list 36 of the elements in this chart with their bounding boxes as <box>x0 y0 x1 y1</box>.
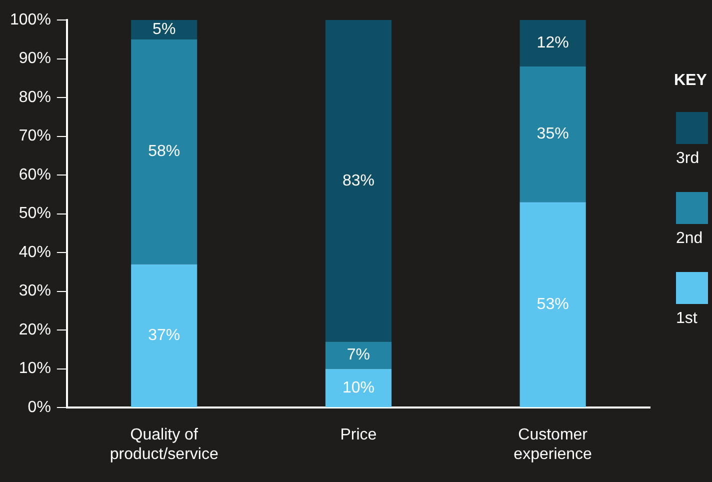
data-label: 12% <box>536 34 569 52</box>
bar <box>325 368 392 408</box>
x-tick-label: Quality of product/service <box>110 426 218 463</box>
legend-label: 3rd <box>676 150 700 168</box>
y-tick-label: 90% <box>18 50 51 68</box>
legend-label: 1st <box>676 310 698 328</box>
data-label: 10% <box>342 379 374 396</box>
data-label: 53% <box>536 296 569 314</box>
y-tick-label: 0% <box>28 399 51 416</box>
data-label: 7% <box>346 346 370 364</box>
data-label: 35% <box>536 126 569 143</box>
data-label: 37% <box>148 327 180 344</box>
y-tick-label: 50% <box>18 205 51 222</box>
y-tick-label: 60% <box>18 166 51 184</box>
bar <box>131 39 198 264</box>
y-tick-label: 100% <box>10 11 51 28</box>
bar <box>325 20 392 342</box>
y-tick-label: 70% <box>18 128 51 145</box>
bar <box>131 20 198 40</box>
data-label: 58% <box>148 143 180 160</box>
y-tick-label: 30% <box>18 282 51 300</box>
y-tick-label: 40% <box>18 244 51 261</box>
bar <box>520 20 586 67</box>
bar <box>325 342 392 369</box>
bar <box>520 66 586 202</box>
y-tick-label: 20% <box>18 321 51 338</box>
x-tick-label: Price <box>340 426 377 444</box>
y-tick-label: 80% <box>18 88 51 106</box>
data-label: 5% <box>152 21 176 38</box>
legend-title: KEY <box>674 72 708 90</box>
legend-label: 2nd <box>676 230 704 248</box>
y-tick-label: 10% <box>18 360 51 378</box>
data-label: 83% <box>342 172 374 190</box>
bar <box>520 202 586 408</box>
bar <box>131 264 198 408</box>
x-tick-label: Customer experience <box>514 426 592 463</box>
